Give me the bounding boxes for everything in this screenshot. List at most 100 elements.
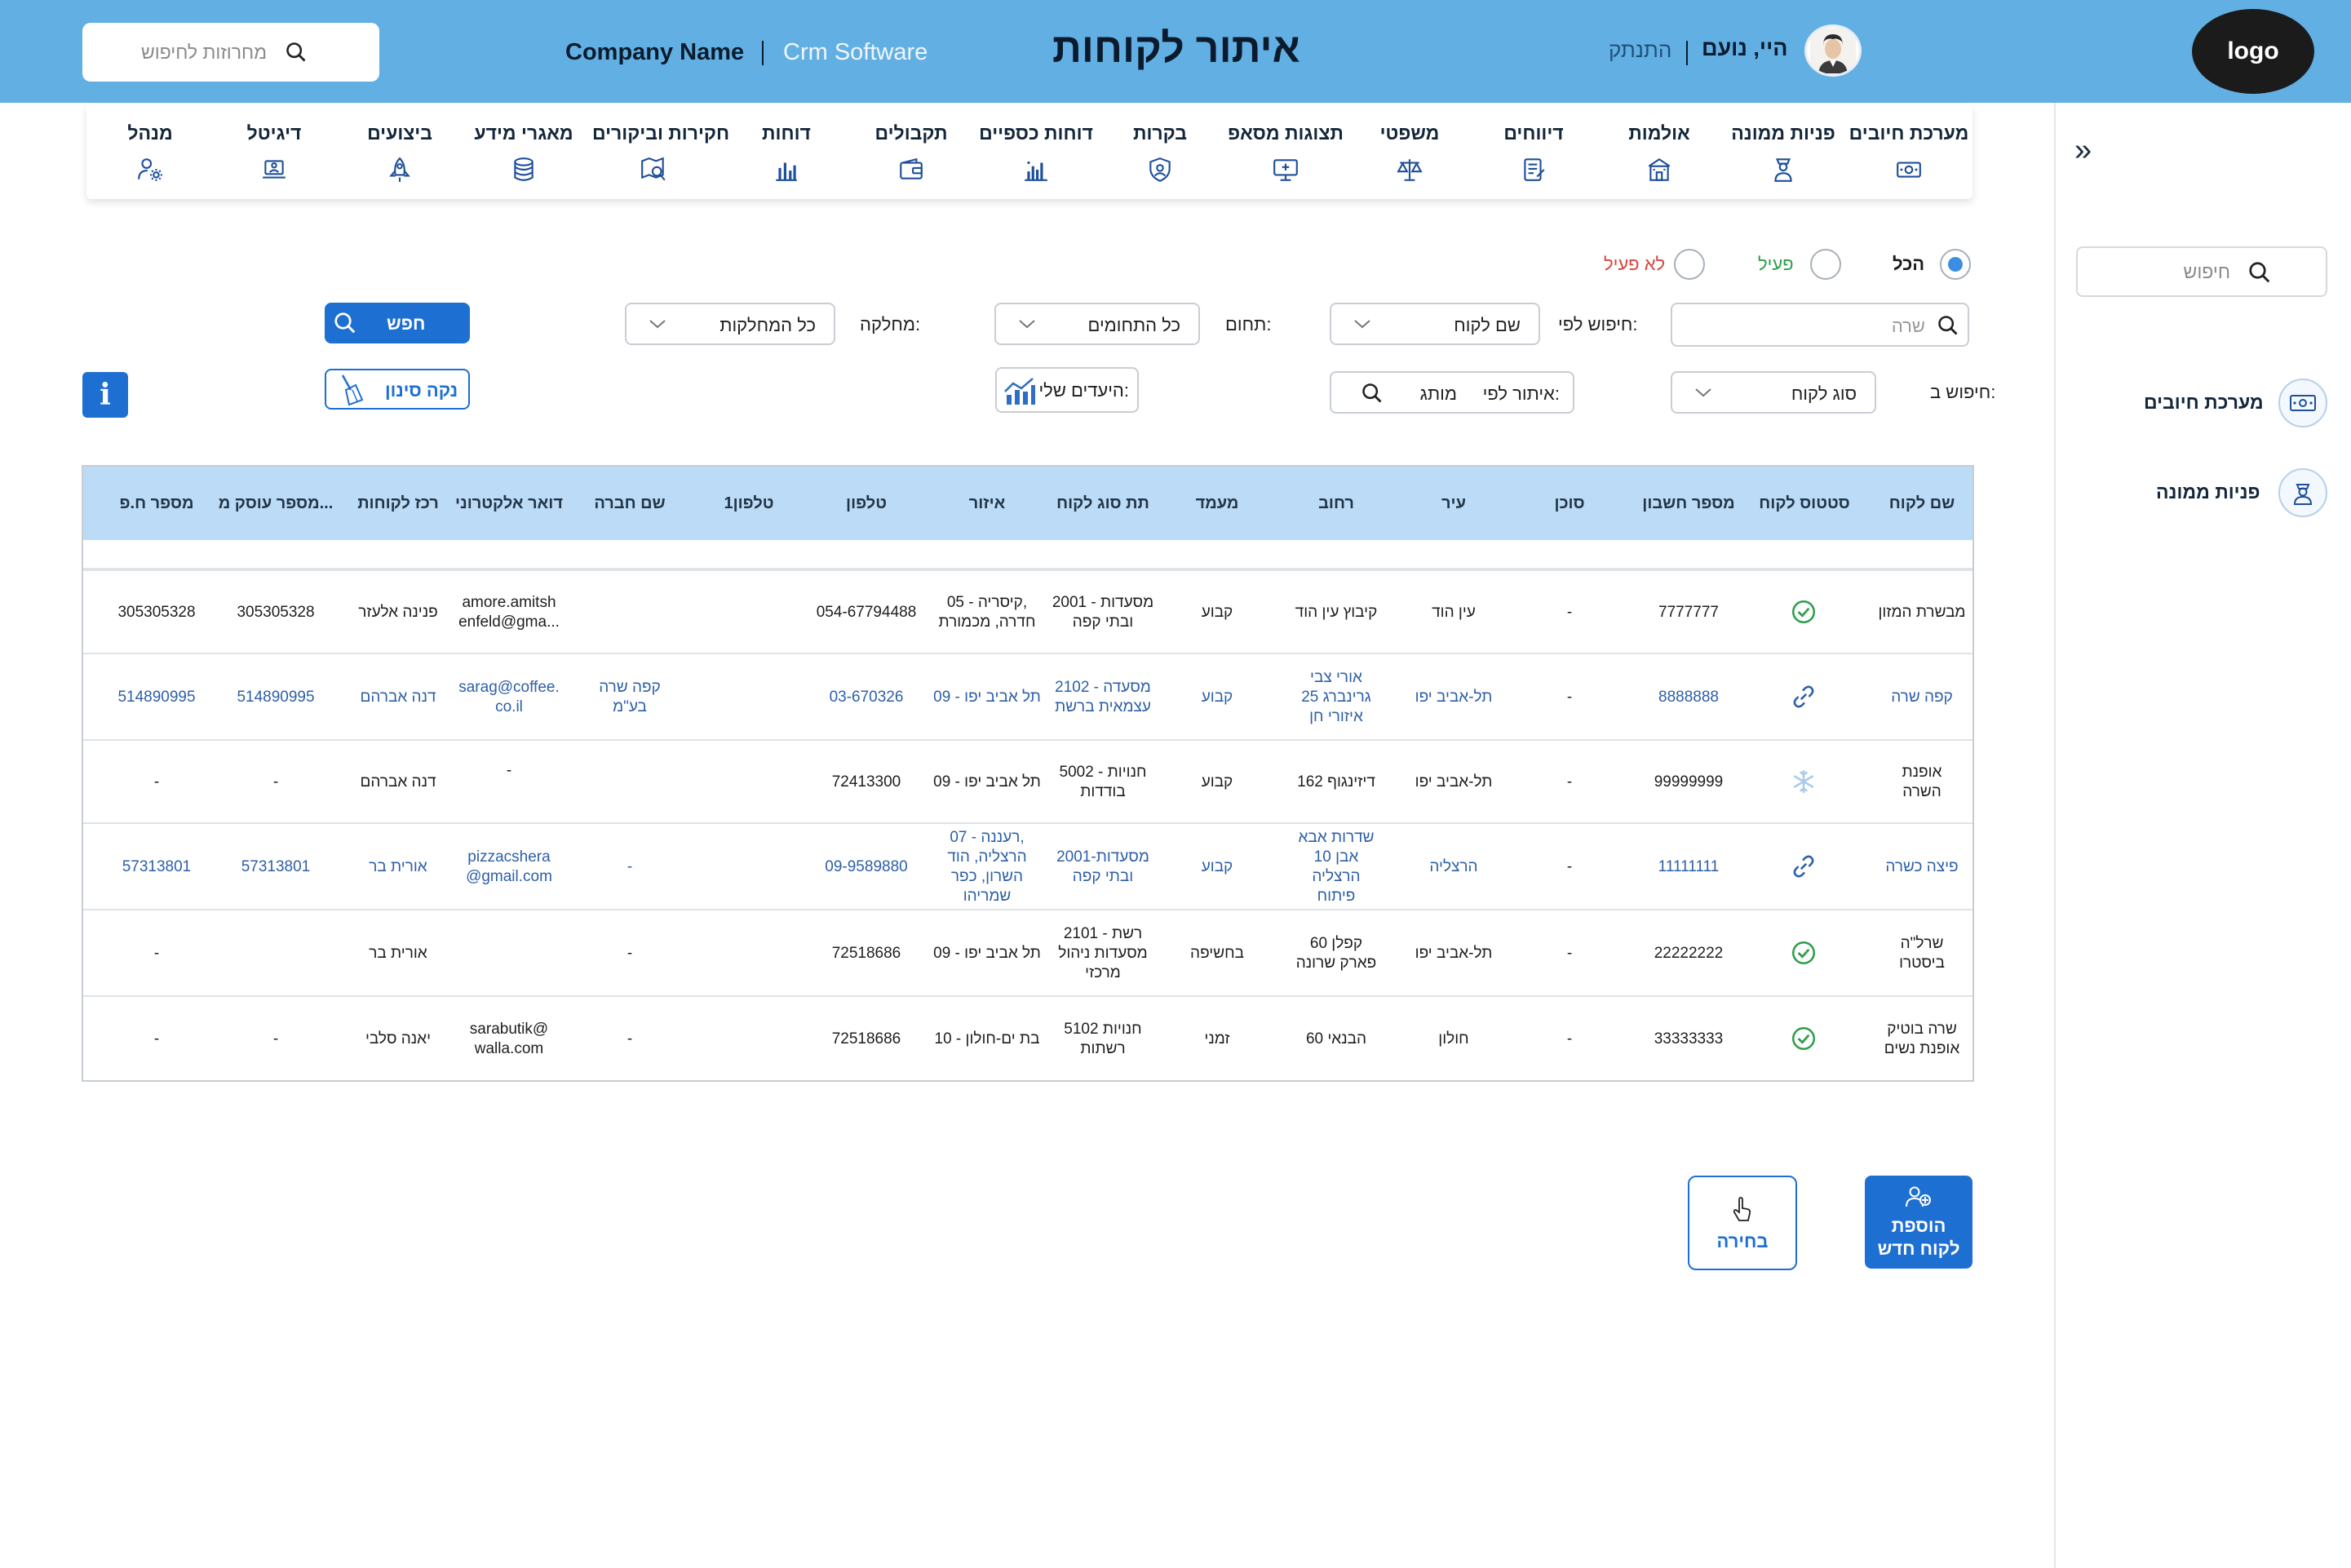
column-header[interactable]: תת סוג לקוח: [1056, 494, 1149, 512]
add-user-icon: [1906, 1186, 1931, 1207]
sidebar-item-billing[interactable]: מערכת חיובים: [2144, 392, 2264, 413]
display-icon: [1273, 159, 1298, 181]
customer-type-select[interactable]: סוג לקוח: [1671, 371, 1876, 414]
customer-search-input[interactable]: שרה: [1671, 303, 1969, 347]
department-select[interactable]: כל המחלקות: [625, 303, 835, 345]
logo[interactable]: logo: [2192, 9, 2314, 94]
table-row[interactable]: שרל"ה ביסטרו 22222222 - תל-אביב יפו קפלן 60 …: [83, 909, 1972, 995]
cell-account: 22222222: [1654, 945, 1724, 962]
supervisor-icon[interactable]: [2278, 468, 2327, 517]
search-icon: [1938, 316, 1958, 335]
radio-all-label: הכל: [1893, 254, 1925, 274]
column-header[interactable]: מספר ח.פ: [119, 494, 194, 512]
search-by-select[interactable]: שם לקוח: [1330, 303, 1540, 345]
status-badge: [1790, 598, 1817, 631]
domain-select[interactable]: כל התחומים: [994, 303, 1200, 345]
cell-subtype: 5102 חנויות רשתות: [1064, 1021, 1142, 1057]
column-header[interactable]: סטטוס לקוח: [1759, 494, 1850, 512]
map-search-icon: [641, 157, 666, 181]
cell-subtype: 2001 - מסעדות ובתי קפה: [1052, 594, 1154, 631]
nav-item-map-search[interactable]: חקירות וביקורים: [592, 122, 729, 182]
sidebar-search-placeholder: חיפוש: [2183, 261, 2230, 282]
customer-type-value: סוג לקוח: [1791, 383, 1857, 404]
info-button[interactable]: i: [82, 372, 128, 418]
locate-by-select[interactable]: איתור לפי: מותג: [1330, 371, 1574, 414]
nav-item-label: ביצועים: [367, 122, 432, 144]
nav-item-label: תצוגות מסאפ: [1228, 122, 1344, 144]
rocket-icon: [389, 157, 410, 182]
column-header[interactable]: מספר עוסק מ...: [218, 494, 334, 512]
table-row[interactable]: שרה בוטיק אופנת נשים 33333333 - חולון הבנאי …: [83, 995, 1972, 1080]
search-by-label: חיפוש לפי:: [1558, 314, 1638, 334]
cell-area: 09 - תל אביב יפו: [933, 945, 1041, 962]
radio-active[interactable]: [1810, 249, 1841, 280]
nav-item-user-gear[interactable]: מנהל: [89, 122, 211, 182]
money-icon[interactable]: [2278, 379, 2327, 427]
column-header[interactable]: איזור: [968, 494, 1006, 512]
column-header[interactable]: רחוב: [1318, 494, 1354, 512]
column-header[interactable]: טלפון1: [724, 494, 774, 512]
column-header[interactable]: דואר אלקטרוני: [455, 494, 563, 512]
my-goals-button[interactable]: היעדים שלי:: [995, 367, 1139, 413]
cell-company: -: [626, 945, 633, 962]
cell-agent: -: [1566, 604, 1573, 621]
collapse-sidebar-icon[interactable]: »: [2074, 133, 2092, 167]
avatar[interactable]: [1804, 24, 1862, 77]
table-row[interactable]: אופנת השרה 99999999 - תל-אביב יפו דיזינגוף 1…: [83, 739, 1972, 822]
nav-item-label: משפטי: [1379, 122, 1440, 144]
cell-street: קיבוץ עין הוד: [1295, 604, 1378, 621]
nav-item-scales[interactable]: משפטי: [1348, 122, 1471, 182]
nav-item-wallet[interactable]: תקבולים: [850, 122, 972, 182]
nav-item-supervisor[interactable]: פניות ממונה: [1722, 122, 1844, 182]
radio-inactive[interactable]: [1674, 249, 1705, 280]
cell-city: הרצליה: [1429, 858, 1478, 875]
nav-item-rocket[interactable]: ביצועים: [339, 122, 461, 182]
hall-icon: [1648, 157, 1671, 181]
column-header[interactable]: עיר: [1441, 494, 1466, 512]
radio-all[interactable]: [1940, 249, 1971, 280]
status-badge: [1790, 683, 1817, 716]
nav-item-finance-chart[interactable]: דוחות כספיים: [975, 122, 1097, 182]
column-header[interactable]: מעמד: [1195, 494, 1239, 512]
column-header[interactable]: רכז לקוחות: [357, 494, 439, 512]
search-icon: [334, 312, 356, 334]
cell-area: 05 - קיסריה, חדרה, מכמורת: [938, 594, 1036, 631]
sidebar-item-supervisor[interactable]: פניות ממונה: [2156, 481, 2260, 503]
column-header[interactable]: שם חברה: [594, 494, 666, 512]
column-header[interactable]: סוכן: [1554, 494, 1585, 512]
sidebar-search-input[interactable]: חיפוש: [2076, 246, 2327, 297]
search-icon: [1362, 383, 1382, 403]
cell-area: 07 - רעננה, הרצליה, הוד השרון, כפר שמריה…: [947, 829, 1027, 905]
search-button[interactable]: חפש: [325, 303, 470, 343]
global-search-input[interactable]: מחרוזות לחיפוש: [82, 23, 379, 82]
nav-item-display[interactable]: תצוגות מסאפ: [1224, 122, 1347, 182]
my-goals-label: היעדים שלי:: [1038, 380, 1129, 401]
money-icon: [1897, 162, 1921, 178]
pointer-hand-icon: [1733, 1197, 1751, 1221]
cell-phone: 09-9589880: [825, 858, 908, 875]
table-row[interactable]: פיצה כשרה 11111111 - הרצליה שדרות אבא אבן 10…: [83, 822, 1972, 909]
clear-filter-button[interactable]: נקה סינון: [325, 369, 470, 410]
status-badge: [1790, 768, 1817, 801]
nav-item-money[interactable]: מערכת חיובים: [1848, 122, 1970, 182]
cell-hp: 514890995: [117, 689, 196, 706]
nav-item-report[interactable]: דיווחים: [1472, 122, 1595, 182]
status-badge: [1790, 853, 1817, 886]
nav-item-shield[interactable]: בקרות: [1099, 122, 1221, 182]
header-divider: [762, 41, 764, 65]
column-header[interactable]: שם לקוח: [1888, 494, 1955, 512]
nav-item-laptop[interactable]: דיגיטל: [213, 122, 335, 182]
cell-email: pizzacshera @gmail.com: [466, 848, 552, 885]
radio-inactive-label: לא פעיל: [1604, 254, 1666, 274]
column-header[interactable]: מספר חשבון: [1642, 494, 1735, 512]
table-row[interactable]: מבשרת המזון 7777777 - עין הוד קיבוץ עין הוד ק…: [83, 569, 1972, 653]
nav-item-bar-chart[interactable]: דוחות: [725, 122, 848, 182]
add-customer-button[interactable]: הוספת לקוח חדש: [1865, 1176, 1972, 1269]
nav-item-database[interactable]: מאגרי מידע: [463, 122, 585, 182]
nav-item-hall[interactable]: אולמות: [1598, 122, 1720, 182]
select-button[interactable]: בחירה: [1688, 1176, 1797, 1270]
table-row[interactable]: קפה שרה 8888888 - תל-אביב יפו אורי צבי גרינב…: [83, 653, 1972, 739]
logout-link[interactable]: התנתק: [1609, 38, 1672, 62]
column-header[interactable]: טלפון: [846, 494, 887, 512]
cell-email: amore.amitsh enfeld@gma...: [458, 594, 560, 631]
